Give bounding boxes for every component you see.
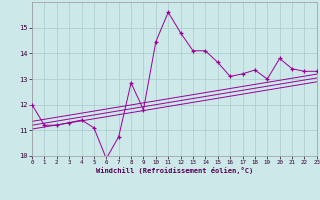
X-axis label: Windchill (Refroidissement éolien,°C): Windchill (Refroidissement éolien,°C): [96, 167, 253, 174]
